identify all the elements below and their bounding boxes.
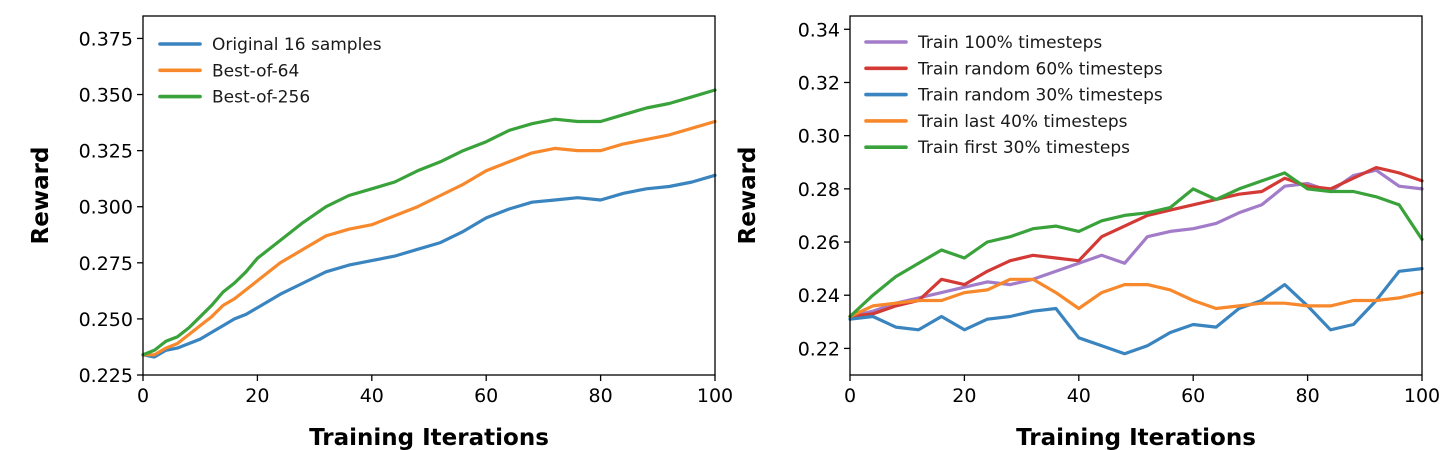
series-line-2: [141, 119, 717, 357]
y-tick-label: 0.22: [798, 338, 840, 360]
y-tick-label: 0.275: [79, 253, 133, 275]
legend-entry: Train last 40% timesteps: [917, 112, 1128, 132]
x-tick-label: 100: [697, 385, 733, 407]
legend-entry: Best-of-256: [212, 88, 310, 108]
series-line-3: [848, 267, 1424, 356]
legend-entry: Train random 30% timesteps: [917, 86, 1163, 106]
x-tick-label: 40: [360, 385, 384, 407]
x-tick-label: 100: [1404, 385, 1440, 407]
y-tick-label: 0.375: [79, 28, 133, 50]
x-tick-label: 0: [137, 385, 149, 407]
y-tick-label: 0.28: [798, 179, 840, 201]
y-tick-label: 0.350: [79, 85, 133, 107]
y-axis-label: Reward: [735, 147, 761, 245]
legend-entry: Train first 30% timesteps: [917, 138, 1130, 158]
x-tick-label: 40: [1067, 385, 1091, 407]
y-tick-label: 0.34: [798, 19, 840, 41]
legend-entry: Original 16 samples: [212, 35, 382, 55]
y-tick-label: 0.26: [798, 232, 840, 254]
legend: Original 16 samples Best-of-64 Best-of-256: [158, 35, 382, 108]
x-tick-label: 20: [245, 385, 269, 407]
x-tick-label: 80: [1296, 385, 1320, 407]
y-tick-label: 0.24: [798, 285, 840, 307]
chart-panel-1: 0 20 40 60 80 100 0.225 0.250 0.275 0.300 0.325 0.3…: [28, 15, 733, 450]
series-line-4: [848, 277, 1424, 319]
legend: Train 100% timesteps Train random 60% tim…: [864, 33, 1163, 158]
x-tick-label: 20: [952, 385, 976, 407]
y-axis-label: Reward: [28, 147, 54, 245]
x-tick-label: 80: [589, 385, 613, 407]
legend-entry: Best-of-64: [212, 61, 299, 81]
plot-frame: [849, 15, 1423, 376]
x-tick-label: 0: [844, 385, 856, 407]
legend-entry: Train random 60% timesteps: [917, 59, 1163, 79]
legend-entry: Train 100% timesteps: [917, 33, 1102, 53]
y-tick-label: 0.32: [798, 72, 840, 94]
y-tick-label: 0.250: [79, 309, 133, 331]
series-line-1: [141, 173, 717, 359]
y-tick-label: 0.225: [79, 365, 133, 387]
y-tick-label: 0.30: [798, 126, 840, 148]
x-tick-label: 60: [1181, 385, 1205, 407]
chart-panel-2: 0 20 40 60 80 100 0.22 0.24 0.26 0.28 0.30 0.32 0.34…: [735, 15, 1440, 450]
series-line-5: [848, 171, 1424, 319]
series-line-3: [141, 88, 717, 357]
plot-frame: [142, 15, 716, 376]
series-line-2: [848, 166, 1424, 319]
x-tick-label: 60: [474, 385, 498, 407]
y-tick-label: 0.325: [79, 141, 133, 163]
x-axis-label: Training Iterations: [1016, 425, 1256, 450]
x-axis-label: Training Iterations: [309, 425, 549, 450]
y-tick-label: 0.300: [79, 197, 133, 219]
